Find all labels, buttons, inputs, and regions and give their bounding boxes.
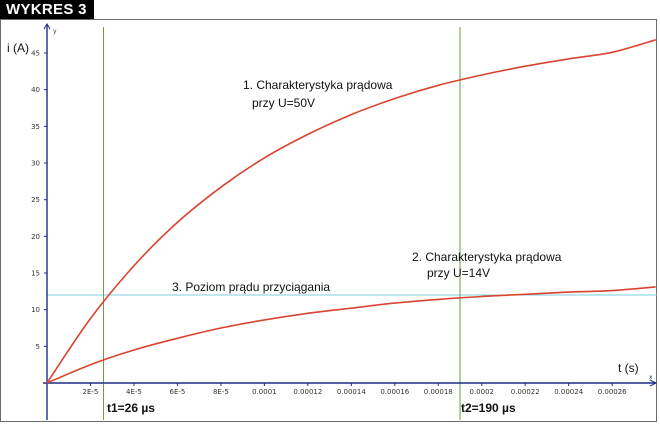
x-tick-label: 0.0002 xyxy=(470,388,495,396)
y-tick-label: 45 xyxy=(31,50,40,58)
threshold-label: 3. Poziom prądu przyciągania xyxy=(172,280,330,294)
x-tick-label: 0.00012 xyxy=(293,388,322,396)
chart-frame xyxy=(0,19,657,422)
series-line-curve-50v xyxy=(46,39,656,384)
series-label-curve-50v: przy U=50V xyxy=(252,96,315,110)
figure-badge: WYKRES 3 xyxy=(0,0,94,19)
y-tick-label: 30 xyxy=(31,160,40,168)
y-axis-label: i (A) xyxy=(7,41,29,55)
x-axis-label: t (s) xyxy=(618,361,639,375)
y-tick-label: 35 xyxy=(31,123,40,131)
series-label-curve-50v: 1. Charakterystyka prądowa xyxy=(243,78,393,92)
x-tick-label: 2E-5 xyxy=(83,388,99,396)
marker-label-1: t1=26 µs xyxy=(107,401,155,415)
x-tick-label: 4E-5 xyxy=(126,388,142,396)
x-axis-arrow xyxy=(649,379,658,387)
y-tick-label: 40 xyxy=(31,86,40,94)
y-tick-label: 5 xyxy=(36,343,40,351)
marker-label-2: t2=190 µs xyxy=(461,401,516,415)
x-tick-label: 0.00022 xyxy=(511,388,540,396)
x-tick-label: 0.00024 xyxy=(554,388,583,396)
x-axis-name: x xyxy=(649,374,653,381)
series-label-curve-14v: przy U=14V xyxy=(427,266,490,280)
x-tick-label: 0.00016 xyxy=(380,388,409,396)
y-tick-label: 25 xyxy=(31,196,40,204)
x-tick-label: 0.00026 xyxy=(598,388,627,396)
x-tick-label: 8E-5 xyxy=(213,388,229,396)
y-tick-label: 20 xyxy=(31,233,40,241)
x-tick-label: 6E-5 xyxy=(169,388,185,396)
y-tick-label: 10 xyxy=(31,306,40,314)
series-line-curve-14v xyxy=(46,286,656,384)
x-tick-label: 0.00018 xyxy=(424,388,453,396)
y-axis-arrow xyxy=(43,23,51,30)
y-axis-name: y xyxy=(53,28,57,35)
x-tick-label: 0.00014 xyxy=(337,388,366,396)
x-tick-label: 0.0001 xyxy=(252,388,277,396)
series-label-curve-14v: 2. Charakterystyka prądowa xyxy=(412,250,562,264)
y-tick-label: 15 xyxy=(31,270,40,278)
